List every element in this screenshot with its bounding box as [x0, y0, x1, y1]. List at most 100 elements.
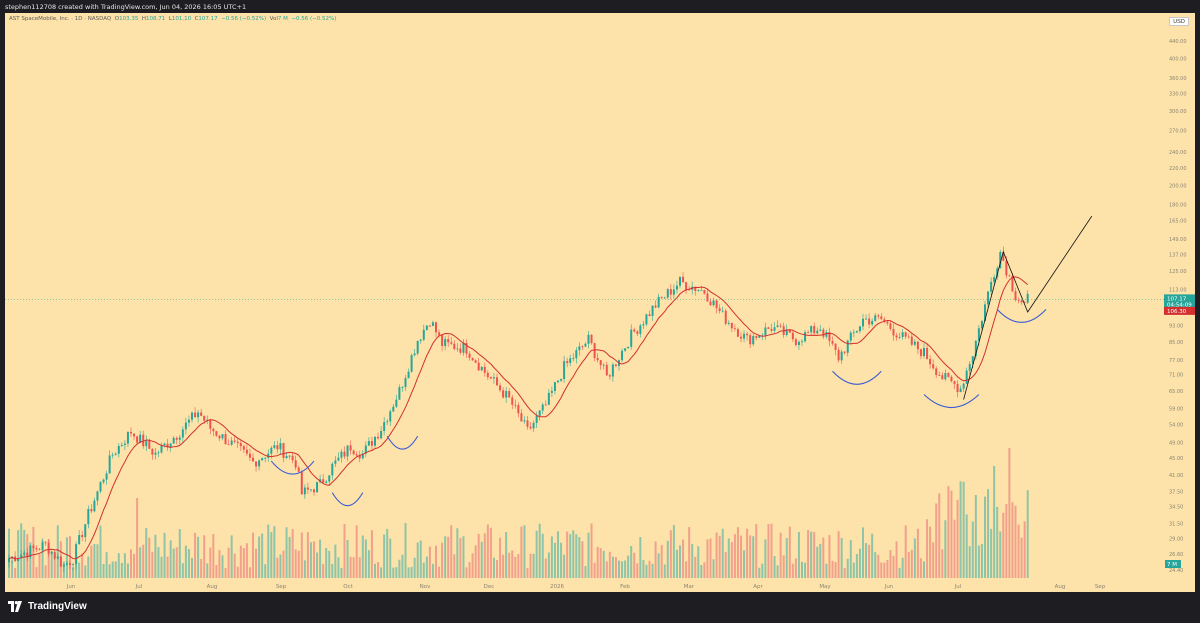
volume-bar: [819, 543, 822, 578]
volume-bar: [370, 530, 373, 578]
candle-body: [282, 443, 285, 458]
volume-bar: [944, 520, 947, 578]
volume-bar: [1023, 521, 1026, 578]
time-tick-label: Mar: [684, 584, 695, 590]
volume-bar: [410, 566, 413, 578]
volume-bar: [666, 540, 669, 578]
price-tick-label: 45.00: [1169, 456, 1183, 462]
candle-body: [563, 361, 566, 380]
candle-body: [465, 342, 468, 354]
volume-bar: [72, 567, 75, 578]
candle-body: [919, 349, 922, 357]
candle-body: [865, 318, 868, 320]
volume-bar: [578, 537, 581, 578]
volume-bar: [932, 542, 935, 578]
volume-bar: [700, 565, 703, 578]
volume-bar: [910, 549, 913, 578]
volume-bar: [313, 541, 315, 578]
volume-bar: [425, 556, 428, 578]
candle-body: [703, 290, 706, 294]
candle-body: [346, 445, 349, 457]
candle-body: [334, 460, 337, 464]
volume-bar: [255, 548, 258, 578]
candle-body: [398, 387, 401, 400]
volume-bar: [471, 553, 474, 578]
time-axis[interactable]: Jun Jul Aug Sep Oct Nov Dec 2026 Feb Mar Apr May Jun…: [5, 580, 1164, 592]
volume-bar: [331, 563, 334, 578]
volume-bar: [319, 539, 322, 578]
currency-badge[interactable]: USD: [1169, 17, 1189, 26]
candle-body: [529, 426, 532, 429]
candle-body: [605, 364, 608, 376]
volume-bar: [453, 554, 456, 578]
candle-body: [599, 360, 602, 366]
volume-bar: [252, 532, 254, 578]
volume-bar: [111, 561, 114, 578]
volume-bar: [474, 545, 477, 578]
candle-body: [907, 336, 910, 338]
candle-body: [59, 556, 62, 567]
volume-bar: [337, 557, 340, 578]
candle-body: [117, 445, 120, 454]
volume-bar: [309, 542, 312, 578]
candle-body: [386, 421, 389, 423]
candle-body: [428, 325, 431, 327]
volume-bar: [450, 525, 453, 578]
candle-body: [801, 341, 803, 343]
volume-bar: [352, 557, 355, 578]
volume-bar: [767, 524, 770, 578]
candle-body: [447, 339, 450, 343]
volume-bar: [248, 567, 251, 578]
volume-bar: [733, 534, 736, 578]
candle-body: [90, 509, 93, 512]
rounding-arc: [996, 308, 1047, 323]
candle-body: [791, 332, 794, 340]
volume-bar: [236, 566, 239, 578]
volume-bar: [871, 533, 874, 578]
candle-body: [252, 457, 254, 462]
price-chart[interactable]: [5, 13, 1164, 580]
volume-bar: [532, 553, 535, 578]
volume-bar: [264, 564, 267, 578]
price-scale[interactable]: USD 440.00 400.00 360.00 330.00 300.00 270.00…: [1164, 13, 1195, 580]
volume-bar: [267, 524, 270, 578]
candle-body: [56, 556, 59, 559]
volume-bar: [633, 552, 636, 578]
candle-body: [422, 329, 425, 340]
volume-bar: [35, 567, 38, 578]
candle-body: [868, 318, 871, 325]
ohlc-legend: AST SpaceMobile, Inc. · 1D · NASDAQ O103…: [9, 16, 336, 22]
candle-body: [130, 431, 132, 434]
volume-bar: [1011, 502, 1014, 578]
volume-badge: [1165, 560, 1181, 568]
volume-bar: [639, 537, 642, 578]
candle-body: [306, 487, 309, 490]
candle-body: [23, 552, 26, 555]
volume-bar: [974, 495, 977, 578]
volume-bar: [407, 567, 410, 578]
candle-body: [499, 385, 502, 391]
volume-bar: [99, 525, 102, 578]
volume-bar: [852, 562, 855, 578]
candle-body: [203, 415, 206, 421]
candle-body: [834, 343, 837, 350]
axis-corner: [1164, 580, 1195, 592]
volume-bar: [840, 537, 843, 578]
candle-body: [962, 383, 965, 389]
volume-bar: [349, 556, 352, 578]
volume-bar: [1005, 504, 1008, 578]
candle-body: [242, 446, 245, 450]
candle-body: [444, 339, 447, 347]
chart-pane[interactable]: AST SpaceMobile, Inc. · 1D · NASDAQ O103…: [5, 13, 1164, 580]
candle-body: [767, 327, 770, 329]
volume-bar: [322, 563, 325, 578]
volume-bar: [627, 555, 630, 578]
price-tick-label: 65.00: [1169, 389, 1183, 395]
volume-bar: [977, 545, 980, 578]
volume-bar: [374, 563, 376, 578]
volume-bar: [148, 537, 151, 578]
candle-body: [889, 323, 892, 329]
volume-bar: [557, 531, 559, 578]
volume-bar: [297, 550, 300, 578]
price-tick-label: 71.00: [1169, 373, 1183, 379]
